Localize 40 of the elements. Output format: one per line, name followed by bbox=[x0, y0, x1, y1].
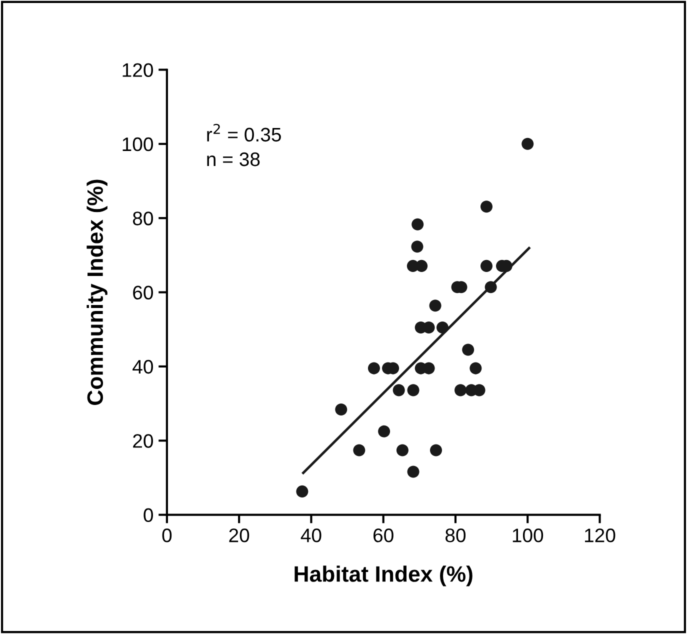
x-tick-label: 80 bbox=[446, 528, 466, 542]
point bbox=[522, 138, 534, 150]
x-tick-label: 100 bbox=[512, 528, 544, 542]
point bbox=[368, 362, 380, 374]
y-tick-label: 60 bbox=[133, 286, 153, 300]
point bbox=[335, 403, 348, 416]
point bbox=[407, 466, 420, 478]
point bbox=[480, 200, 493, 213]
point bbox=[436, 321, 449, 334]
point bbox=[396, 444, 408, 456]
point bbox=[296, 485, 308, 498]
point bbox=[416, 260, 428, 272]
y-axis-title: Community Index (%) bbox=[86, 180, 108, 405]
point bbox=[412, 218, 424, 230]
point bbox=[411, 240, 424, 253]
point bbox=[470, 362, 482, 374]
point bbox=[430, 444, 442, 456]
point bbox=[353, 444, 366, 456]
point bbox=[480, 260, 493, 272]
point bbox=[378, 425, 390, 438]
point bbox=[454, 384, 467, 396]
point bbox=[484, 281, 497, 294]
y-tick-label: 0 bbox=[144, 508, 153, 522]
annotation: n = 38 bbox=[207, 152, 260, 166]
point bbox=[429, 300, 442, 312]
annotation: r$^{2}$ = 0.35 bbox=[207, 124, 281, 142]
y-tick-label: 120 bbox=[122, 63, 153, 77]
y-tick-label: 40 bbox=[132, 360, 153, 374]
y-tick-label: 80 bbox=[132, 212, 153, 226]
y-tick-label: 100 bbox=[122, 137, 153, 152]
point bbox=[462, 344, 474, 356]
x-tick-label: 0 bbox=[162, 528, 172, 542]
point bbox=[392, 384, 405, 396]
x-tick-label: 60 bbox=[374, 528, 394, 542]
point bbox=[407, 384, 420, 396]
x-tick-label: 120 bbox=[585, 528, 616, 542]
x-tick-label: 40 bbox=[300, 528, 322, 542]
x-tick-label: 20 bbox=[229, 528, 250, 542]
y-tick-label: 20 bbox=[133, 434, 153, 448]
x-axis-title: Habitat Index (%) bbox=[294, 566, 472, 586]
